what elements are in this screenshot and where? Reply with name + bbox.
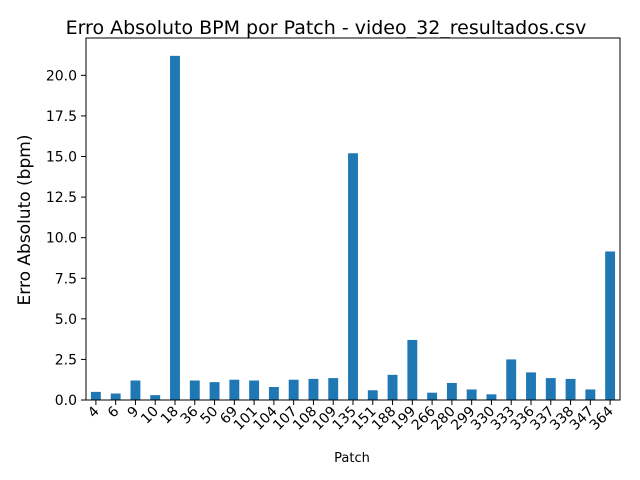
bar-patch-18 (170, 55, 180, 401)
chart-title: Erro Absoluto BPM por Patch - video_32_r… (66, 17, 587, 39)
y-tick-label: 5.0 (55, 312, 77, 328)
bar-patch-108 (308, 378, 319, 400)
bar-patch-104 (268, 387, 279, 400)
bar-patch-280 (446, 382, 457, 400)
x-tick-label: 364 (587, 403, 617, 433)
bar-patch-330 (486, 394, 497, 400)
bar-patch-9 (130, 380, 141, 400)
y-tick-label: 15.0 (46, 150, 77, 166)
bar-patch-299 (466, 389, 477, 400)
x-tick-label: 6 (105, 403, 123, 421)
bar-patch-364 (605, 251, 616, 400)
bar-patch-69 (229, 379, 240, 400)
bar-patch-266 (427, 392, 438, 400)
axes-frame (85, 37, 621, 401)
bar-patch-50 (209, 382, 220, 400)
bar-patch-107 (288, 379, 299, 400)
plot-area: 0.02.55.07.510.012.515.017.520.04 6 910183… (46, 37, 621, 434)
y-tick-label: 10.0 (46, 231, 77, 247)
x-axis-label: Patch (334, 451, 370, 466)
bar-patch-338 (565, 378, 576, 400)
bar-patch-4 (90, 391, 101, 400)
bar-patch-101 (249, 380, 260, 400)
bar-patch-10 (150, 395, 161, 400)
bar-patch-337 (545, 378, 556, 400)
bar-patch-36 (189, 380, 200, 400)
y-tick-label: 17.5 (46, 109, 77, 125)
y-tick-label: 7.5 (55, 271, 77, 287)
y-axis-label: Erro Absoluto (bpm) (15, 135, 35, 306)
y-tick-label: 0.0 (55, 393, 77, 409)
y-tick-label: 12.5 (46, 190, 77, 206)
bar-patch-347 (585, 389, 596, 400)
bar-patch-135 (348, 153, 358, 400)
bar-patch-109 (328, 378, 339, 400)
bar-patch-188 (387, 374, 398, 400)
y-tick-label: 20.0 (46, 68, 77, 84)
bar-patch-336 (526, 372, 536, 400)
y-tick-label: 2.5 (55, 352, 77, 368)
bar-patch-151 (367, 390, 378, 400)
x-tick-label: 4 (85, 403, 103, 421)
bar-patch-6 (110, 393, 121, 400)
bar-patch-333 (506, 359, 517, 400)
bar-patch-199 (407, 339, 418, 400)
